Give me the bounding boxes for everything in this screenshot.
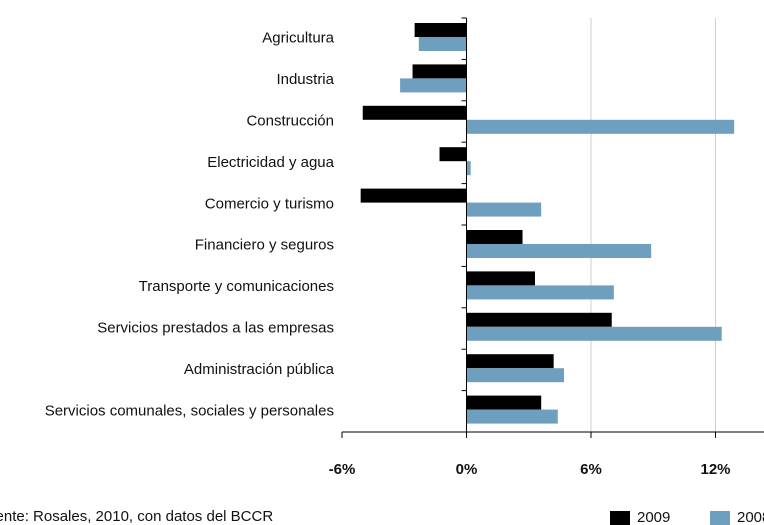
legend-swatch [710, 511, 730, 525]
y-tick-label: Comercio y turismo [205, 195, 334, 212]
bar [400, 78, 467, 93]
y-tick-label: Servicios prestados a las empresas [97, 319, 334, 336]
x-tick-label: 6% [580, 461, 602, 478]
y-tick-label: Servicios comunales, sociales y personal… [45, 402, 334, 419]
x-tick-label: 0% [456, 461, 478, 478]
bar [360, 188, 467, 203]
bar [466, 161, 471, 176]
legend-label: 2009 [637, 509, 670, 525]
x-tick-label: -6% [329, 461, 356, 478]
y-tick-label: Electricidad y agua [207, 154, 334, 171]
bar [466, 271, 535, 286]
bar [466, 368, 565, 383]
bar [362, 105, 467, 120]
bar [466, 285, 614, 300]
y-tick-label: Financiero y seguros [195, 237, 334, 254]
y-tick-label: Industria [276, 71, 334, 88]
bar [466, 202, 542, 217]
bar [418, 37, 467, 51]
y-tick-label: Agricultura [262, 30, 334, 47]
y-tick-label: Construcción [246, 112, 334, 129]
y-tick-label: Administración pública [184, 361, 335, 378]
bar [466, 244, 652, 258]
bar [466, 230, 523, 244]
bar [466, 326, 722, 341]
bar [439, 147, 467, 162]
bar [412, 64, 467, 79]
bar [466, 312, 612, 327]
x-tick-label: 12% [700, 461, 730, 478]
bar [466, 395, 542, 410]
bar [466, 354, 554, 369]
y-tick-label: Transporte y comunicaciones [139, 278, 334, 295]
legend-label: 2008 [737, 509, 764, 525]
source-note: Fuente: Rosales, 2010, con datos del BCC… [0, 508, 273, 525]
legend-swatch [610, 511, 630, 525]
bar [466, 409, 558, 424]
bar [414, 23, 467, 37]
bar [466, 119, 735, 134]
